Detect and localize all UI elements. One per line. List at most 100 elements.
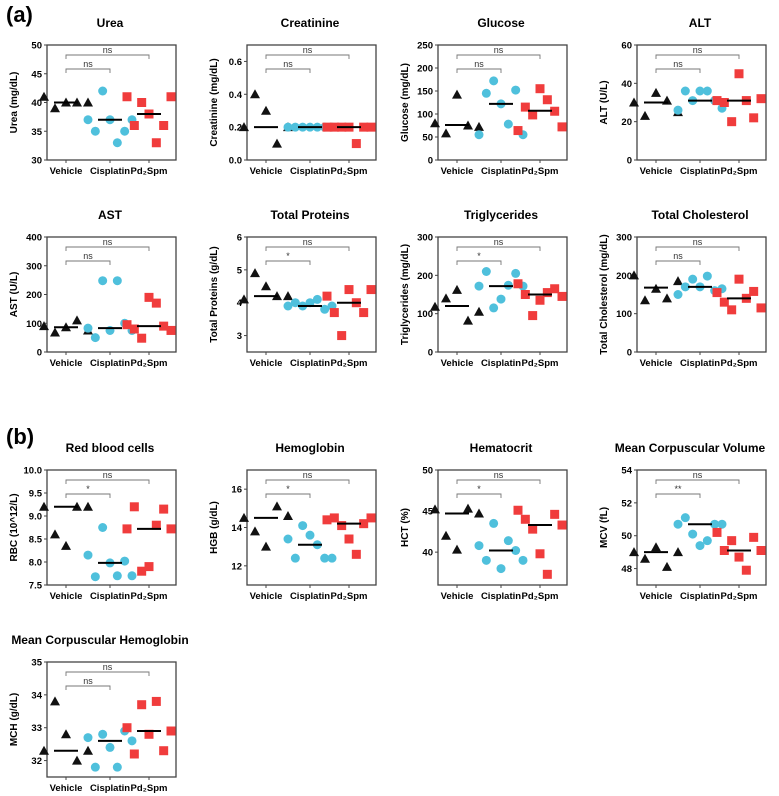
data-point-vehicle <box>261 281 271 291</box>
data-point-pd2spm <box>749 532 759 542</box>
data-point-vehicle <box>261 541 271 551</box>
y-tick-label: 100 <box>26 319 42 330</box>
y-axis-label: RBC (10^12/L) <box>9 493 20 561</box>
data-point-vehicle <box>452 544 462 554</box>
y-tick-label: 40 <box>621 79 632 90</box>
data-point-cisplatin <box>511 85 521 95</box>
y-axis-label: AST (U/L) <box>9 272 20 318</box>
data-point-cisplatin <box>90 333 100 343</box>
data-point-vehicle <box>72 755 82 765</box>
data-point-vehicle <box>640 295 650 305</box>
significance-label: ns <box>673 251 683 261</box>
y-axis-label: Glucose (mg/dL) <box>400 63 411 142</box>
x-tick-label: Vehicle <box>50 591 83 602</box>
y-tick-label: 50 <box>31 41 42 52</box>
y-axis-label: Urea (mg/dL) <box>9 72 20 134</box>
data-point-pd2spm <box>137 98 147 107</box>
y-tick-label: 300 <box>616 233 632 244</box>
y-axis-label: Creatinine (mg/dL) <box>209 58 220 146</box>
data-point-vehicle <box>250 268 260 278</box>
data-point-vehicle <box>61 729 71 739</box>
significance-bracket <box>65 246 150 251</box>
data-point-pd2spm <box>122 524 132 534</box>
data-point-cisplatin <box>98 523 108 532</box>
data-point-vehicle <box>629 547 639 557</box>
data-point-pd2spm <box>122 92 132 102</box>
data-point-cisplatin <box>481 88 491 98</box>
data-point-vehicle <box>50 696 60 706</box>
significance-bracket <box>655 260 701 265</box>
data-point-pd2spm <box>542 569 552 579</box>
data-point-pd2spm <box>719 546 729 555</box>
y-tick-label: 0 <box>428 156 433 167</box>
data-point-pd2spm <box>366 513 376 523</box>
y-tick-label: 200 <box>616 271 632 282</box>
significance-label: ns <box>83 676 93 686</box>
data-point-vehicle <box>463 315 473 325</box>
chart-title: Hemoglobin <box>275 441 344 455</box>
data-point-pd2spm <box>734 69 744 79</box>
data-point-pd2spm <box>734 274 744 284</box>
significance-label: ns <box>303 237 313 247</box>
data-point-cisplatin <box>489 518 499 528</box>
data-point-pd2spm <box>351 549 361 559</box>
significance-bracket <box>456 68 502 73</box>
y-axis-label: ALT (U/L) <box>599 80 610 124</box>
data-point-pd2spm <box>366 122 376 132</box>
data-point-pd2spm <box>513 279 523 289</box>
data-point-pd2spm <box>712 96 722 106</box>
x-tick-label: Vehicle <box>50 783 83 794</box>
x-tick-label: Pd₂Spm <box>721 166 758 177</box>
chart-title: Total Cholesterol <box>651 208 748 222</box>
x-tick-label: Cisplatin <box>481 358 521 369</box>
x-tick-label: Cisplatin <box>680 591 720 602</box>
x-tick-label: Pd₂Spm <box>331 166 368 177</box>
data-point-pd2spm <box>749 113 759 123</box>
significance-label: ns <box>494 237 504 247</box>
data-point-vehicle <box>250 89 260 99</box>
chart-title: Hematocrit <box>470 441 533 455</box>
data-point-pd2spm <box>344 534 354 544</box>
data-point-pd2spm <box>513 126 523 136</box>
x-tick-label: Vehicle <box>640 591 673 602</box>
data-point-cisplatin <box>112 138 122 148</box>
panel-label-b: (b) <box>6 424 35 449</box>
y-tick-label: 60 <box>621 41 632 52</box>
data-point-vehicle <box>629 97 639 107</box>
data-point-pd2spm <box>137 333 147 343</box>
data-point-cisplatin <box>320 304 330 314</box>
chart-mean-corpuscular-hemoglobin: Mean Corpuscular Hemoglobin MCH (g/dL) 32 3… <box>9 633 189 794</box>
data-point-vehicle <box>474 121 484 131</box>
significance-bracket <box>265 54 350 59</box>
chart-hematocrit: Hematocrit HCT (%) 40 45 50 Vehicle Cisplatin P… <box>400 441 568 602</box>
y-tick-label: 0 <box>627 156 632 167</box>
data-point-cisplatin <box>503 536 513 546</box>
plot-frame <box>437 44 568 161</box>
data-point-cisplatin <box>496 294 506 304</box>
y-tick-label: 5 <box>237 265 243 276</box>
plot-frame <box>636 236 767 353</box>
data-point-vehicle <box>441 293 451 303</box>
data-point-pd2spm <box>329 513 339 523</box>
data-point-cisplatin <box>112 571 122 581</box>
data-point-cisplatin <box>83 733 93 743</box>
x-tick-label: Cisplatin <box>290 358 330 369</box>
data-point-vehicle <box>673 276 683 286</box>
data-point-vehicle <box>441 128 451 138</box>
y-axis-label: MCH (g/dL) <box>9 693 20 746</box>
x-tick-label: Cisplatin <box>481 166 521 177</box>
y-tick-label: 0.0 <box>229 156 242 167</box>
significance-label: ns <box>103 45 113 55</box>
y-tick-label: 0 <box>37 348 42 359</box>
x-tick-label: Cisplatin <box>680 358 720 369</box>
y-tick-label: 0 <box>627 348 632 359</box>
x-tick-label: Pd₂Spm <box>131 358 168 369</box>
data-point-vehicle <box>452 284 462 294</box>
y-tick-label: 33 <box>31 723 42 734</box>
y-tick-label: 7.5 <box>29 581 43 592</box>
data-point-pd2spm <box>144 562 154 572</box>
x-tick-label: Vehicle <box>250 166 283 177</box>
data-point-vehicle <box>629 270 639 280</box>
significance-bracket <box>456 54 541 59</box>
data-point-cisplatin <box>511 268 521 278</box>
